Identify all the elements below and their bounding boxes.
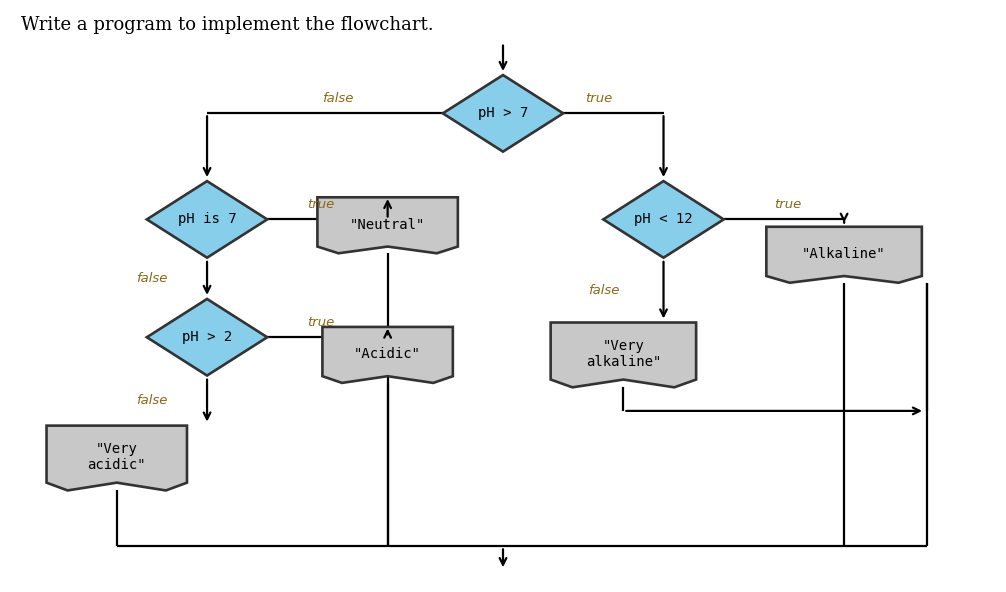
Polygon shape xyxy=(550,323,696,387)
Text: "Very
alkaline": "Very alkaline" xyxy=(585,339,661,369)
Text: "Acidic": "Acidic" xyxy=(354,348,422,361)
Polygon shape xyxy=(322,327,453,383)
Polygon shape xyxy=(147,299,268,375)
Polygon shape xyxy=(147,181,268,258)
Polygon shape xyxy=(604,181,723,258)
Polygon shape xyxy=(443,75,563,152)
Text: false: false xyxy=(322,92,353,105)
Text: false: false xyxy=(136,394,168,407)
Text: pH > 2: pH > 2 xyxy=(182,330,232,344)
Text: pH < 12: pH < 12 xyxy=(634,213,693,226)
Text: "Very
acidic": "Very acidic" xyxy=(88,442,146,472)
Polygon shape xyxy=(46,426,187,490)
Polygon shape xyxy=(767,227,921,283)
Polygon shape xyxy=(318,197,458,253)
Text: "Neutral": "Neutral" xyxy=(350,218,426,231)
Text: Write a program to implement the flowchart.: Write a program to implement the flowcha… xyxy=(21,16,434,34)
Text: true: true xyxy=(774,198,801,211)
Text: true: true xyxy=(308,198,335,211)
Text: false: false xyxy=(136,272,168,285)
Text: true: true xyxy=(308,316,335,329)
Text: "Alkaline": "Alkaline" xyxy=(802,247,886,261)
Text: pH is 7: pH is 7 xyxy=(178,213,236,226)
Text: true: true xyxy=(584,92,612,105)
Text: false: false xyxy=(588,284,619,297)
Text: pH > 7: pH > 7 xyxy=(478,107,528,120)
